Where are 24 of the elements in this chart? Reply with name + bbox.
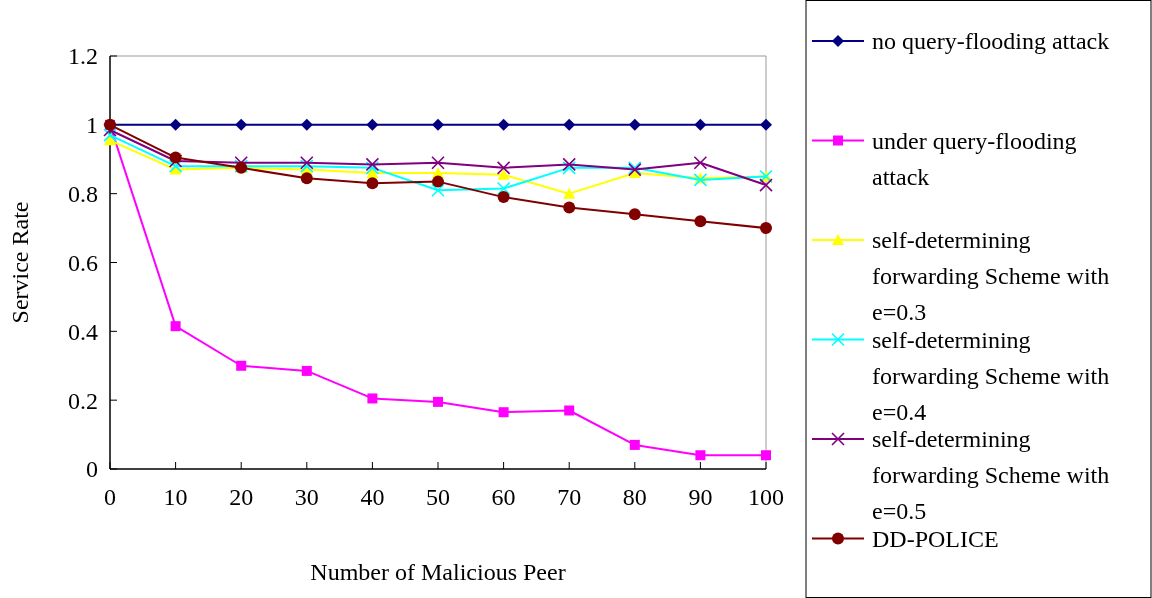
y-tick-label: 1.2: [68, 43, 98, 70]
legend-label: under query-flooding attack: [872, 127, 1077, 190]
y-tick-label: 0.6: [68, 249, 98, 276]
x-tick-label: 0: [104, 484, 116, 510]
x-tick-label: 90: [688, 484, 713, 510]
legend-label: DD-POLICE: [872, 525, 999, 552]
x-tick-label: 60: [491, 484, 516, 510]
x-tick-label: 30: [294, 484, 319, 510]
y-tick-label: 1: [86, 112, 98, 139]
x-axis-title: Number of Malicious Peer: [310, 559, 566, 585]
y-tick-label: 0.2: [68, 387, 98, 414]
x-tick-label: 40: [360, 484, 385, 510]
y-axis-title: Service Rate: [7, 201, 33, 324]
legend-label: no query-flooding attack: [872, 28, 1110, 55]
y-tick-label: 0.4: [68, 318, 98, 345]
x-tick-label: 20: [229, 484, 254, 510]
legend-label: self-determining forwarding Scheme with e=0.5: [872, 426, 1110, 525]
y-tick-label: 0.8: [68, 181, 98, 208]
x-tick-label: 10: [163, 484, 188, 510]
y-tick-label: 0: [86, 456, 98, 483]
x-tick-label: 100: [748, 484, 784, 510]
x-tick-label: 50: [426, 484, 450, 510]
x-tick-label: 70: [557, 484, 582, 510]
x-tick-label: 80: [622, 484, 647, 510]
